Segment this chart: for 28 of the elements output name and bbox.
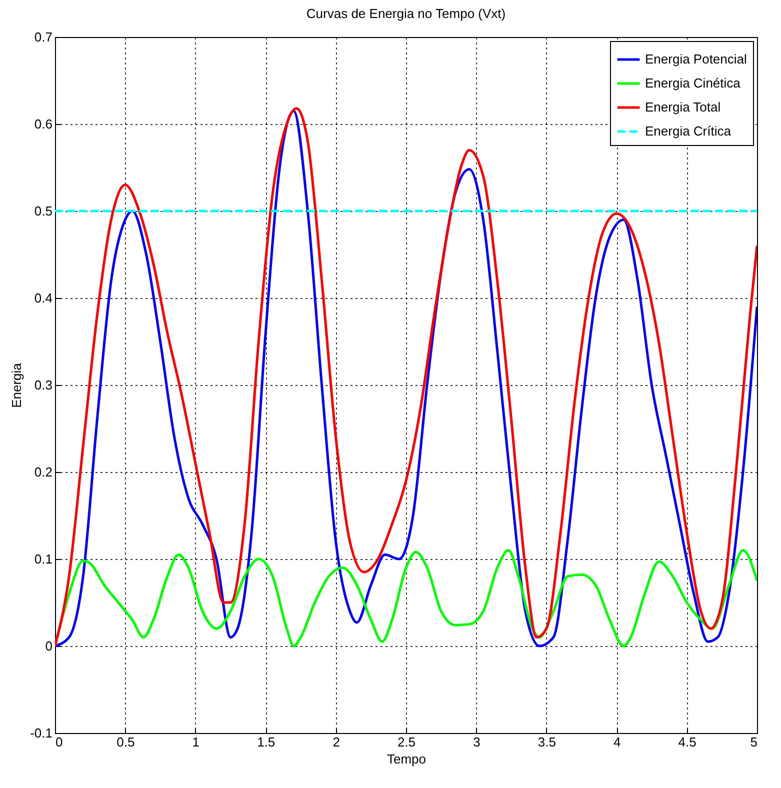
y-tick-label: 0.5 xyxy=(34,204,52,218)
x-tick-label: 1 xyxy=(192,734,200,750)
x-tick-label: 3 xyxy=(473,734,480,750)
x-tick-label: 4.5 xyxy=(678,734,696,750)
x-tick-label: 3.5 xyxy=(538,734,556,750)
y-tick-label: 0.3 xyxy=(34,378,52,392)
x-tick-label: 2 xyxy=(332,734,340,750)
y-tick-label: 0.4 xyxy=(34,290,52,306)
legend-label: Energia Cinética xyxy=(645,76,742,90)
y-axis-title: Energia xyxy=(9,362,24,408)
y-tick-label: 0 xyxy=(45,638,52,654)
legend-label: Energia Crítica xyxy=(645,124,732,138)
x-tick-label: 0.5 xyxy=(116,734,135,750)
y-tick-label: -0.1 xyxy=(30,726,52,740)
x-tick-label: 2.5 xyxy=(397,734,416,750)
legend-label: Energia Total xyxy=(645,100,721,114)
y-tick-label: 0.6 xyxy=(34,116,52,132)
x-tick-label: 4 xyxy=(613,734,621,750)
line-series xyxy=(55,549,757,648)
x-tick-label: 0 xyxy=(56,734,63,750)
y-tick-label: 0.7 xyxy=(34,30,52,44)
y-tick-label: 0.2 xyxy=(34,464,52,480)
chart-title: Curvas de Energia no Tempo (Vxt) xyxy=(306,6,506,21)
x-tick-label: 1.5 xyxy=(257,734,276,750)
y-tick-label: 0.1 xyxy=(34,552,52,566)
legend-label: Energia Potencial xyxy=(645,52,748,66)
x-axis-title: Tempo xyxy=(386,752,426,766)
x-tick-label: 5 xyxy=(750,734,758,750)
